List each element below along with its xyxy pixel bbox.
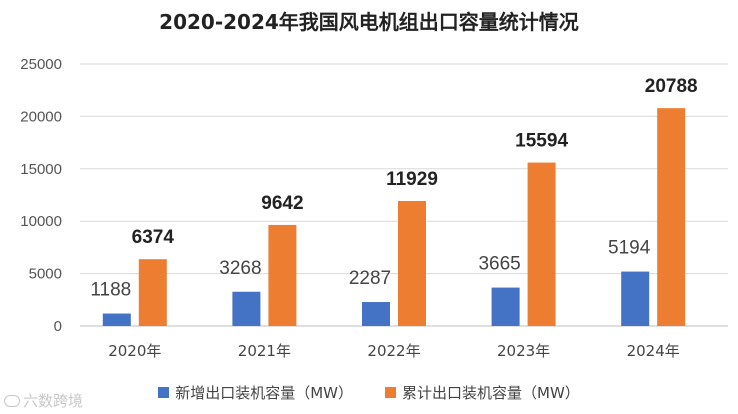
- data-label-new: 2287: [349, 268, 391, 289]
- bar-cumulative-export: [138, 259, 167, 326]
- y-tick-label: 20000: [20, 108, 62, 125]
- y-axis-ticks: 0 5000 10000 15000 20000 25000: [20, 56, 62, 335]
- data-labels: 1188 6374 3268 9642 2287 11929 3665 15594 5194 20…: [90, 76, 697, 300]
- y-tick-label: 25000: [20, 56, 62, 73]
- data-label-cumulative: 9642: [261, 193, 303, 214]
- y-tick-label: 5000: [29, 266, 62, 283]
- watermark: 六数跨境: [4, 390, 83, 411]
- data-label-new: 3665: [478, 254, 520, 275]
- x-category-label: 2021年: [238, 342, 291, 360]
- y-tick-label: 0: [54, 318, 62, 335]
- x-category-label: 2023年: [497, 342, 550, 360]
- x-category-label: 2022年: [367, 342, 420, 360]
- bar-new-export: [232, 291, 261, 326]
- y-tick-label: 10000: [20, 213, 62, 230]
- data-label-new: 1188: [90, 280, 131, 301]
- bar-cumulative-export: [527, 162, 556, 326]
- legend-swatch-new: [158, 387, 170, 398]
- legend: 新增出口装机容量（MW） 累计出口装机容量（MW）: [0, 382, 738, 403]
- bar-new-export: [102, 313, 131, 326]
- x-category-label: 2020年: [108, 342, 161, 360]
- data-label-new: 5194: [608, 238, 651, 259]
- legend-label-cumulative: 累计出口装机容量（MW）: [402, 384, 580, 402]
- watermark-logo-icon: [4, 394, 20, 407]
- legend-item-cumulative: 累计出口装机容量（MW）: [385, 382, 580, 403]
- data-label-cumulative: 11929: [386, 169, 438, 190]
- chart-title: 2020-2024年我国风电机组出口容量统计情况: [159, 10, 579, 34]
- legend-label-new: 新增出口装机容量（MW）: [175, 384, 353, 402]
- watermark-text: 六数跨境: [23, 392, 84, 410]
- bar-new-export: [362, 302, 390, 326]
- legend-swatch-cumulative: [385, 387, 396, 398]
- legend-item-new: 新增出口装机容量（MW）: [158, 382, 353, 403]
- bar-new-export: [491, 287, 520, 326]
- x-category-label: 2024年: [627, 342, 680, 360]
- data-label-new: 3268: [219, 258, 261, 279]
- x-axis-categories: 2020年 2021年 2022年 2023年 2024年: [108, 342, 680, 360]
- bar-cumulative-export: [268, 224, 297, 326]
- bar-cumulative-export: [657, 108, 686, 327]
- bar-cumulative-export: [398, 200, 426, 326]
- bars: [102, 108, 686, 327]
- data-label-cumulative: 20788: [645, 76, 698, 97]
- data-label-cumulative: 6374: [132, 227, 175, 248]
- data-label-cumulative: 15594: [515, 131, 568, 152]
- y-tick-label: 15000: [20, 161, 62, 178]
- bar-new-export: [621, 271, 650, 326]
